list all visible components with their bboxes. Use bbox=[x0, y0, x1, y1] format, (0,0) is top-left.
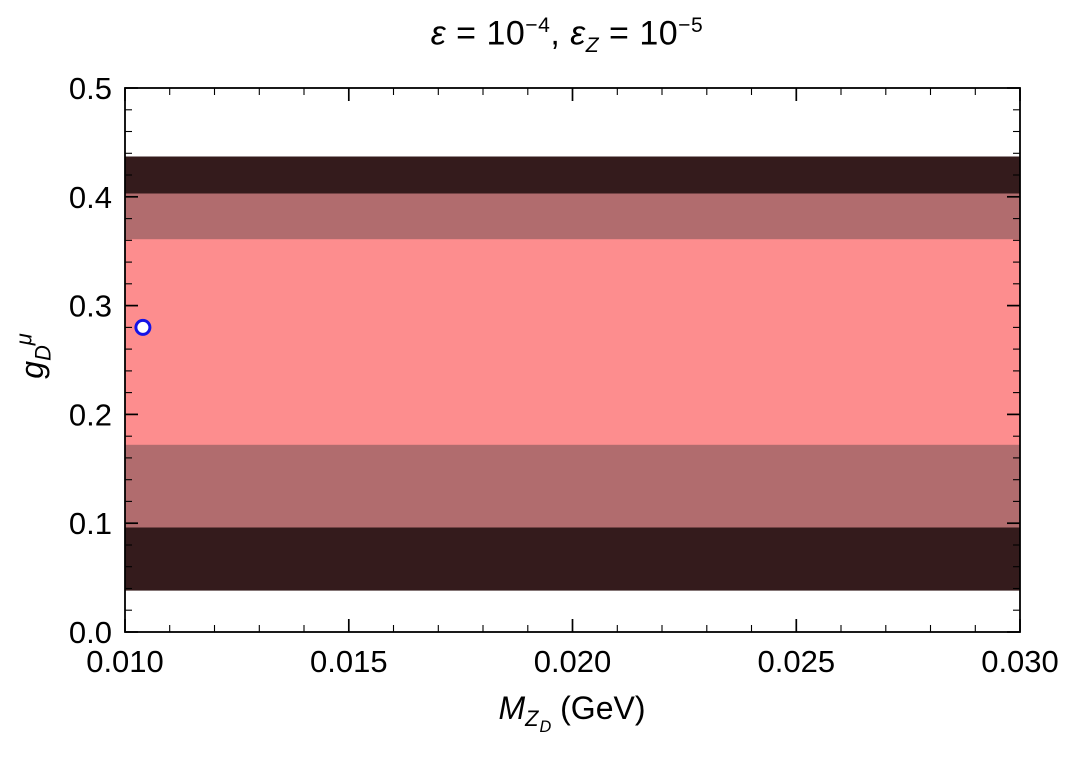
title-exponent-1: −4 bbox=[525, 13, 551, 37]
chart-title: ε = 10−4, εZ = 10−5 bbox=[431, 14, 703, 58]
ylabel-superscript: μ bbox=[11, 333, 37, 346]
title-exponent-2: −5 bbox=[678, 13, 704, 37]
epsilon-z-symbol: ε bbox=[570, 14, 586, 53]
x-tick-label: 0.010 bbox=[86, 644, 164, 679]
x-tick-label: 0.015 bbox=[310, 644, 388, 679]
y-tick-label: 0.4 bbox=[69, 180, 112, 215]
y-axis-label: gDμ bbox=[11, 333, 56, 378]
x-tick-label: 0.025 bbox=[758, 644, 836, 679]
y-tick-label: 0.3 bbox=[69, 289, 112, 324]
x-tick-label: 0.020 bbox=[534, 644, 612, 679]
x-tick-label: 0.030 bbox=[981, 644, 1059, 679]
y-tick-label: 0.0 bbox=[69, 615, 112, 650]
epsilon-z-subscript: Z bbox=[585, 34, 600, 58]
xlabel-units: (GeV) bbox=[551, 689, 646, 726]
xlabel-M: M bbox=[498, 689, 526, 726]
ylabel-subscript: D bbox=[30, 345, 56, 361]
title-equals-1: = 10 bbox=[446, 14, 526, 53]
xlabel-subscript: ZD bbox=[525, 706, 552, 736]
ylabel-g: g bbox=[14, 360, 51, 379]
y-tick-label: 0.5 bbox=[69, 71, 112, 106]
y-tick-label: 0.1 bbox=[69, 506, 112, 541]
y-tick-label: 0.2 bbox=[69, 397, 112, 432]
title-comma: , bbox=[550, 14, 571, 53]
epsilon-symbol: ε bbox=[430, 14, 447, 53]
x-axis-label: MZD (GeV) bbox=[498, 689, 646, 736]
plot-frame bbox=[124, 87, 1021, 633]
best-fit-point bbox=[134, 318, 152, 336]
inner-band-1sigma bbox=[125, 239, 1020, 445]
title-equals-2: = 10 bbox=[599, 14, 679, 53]
